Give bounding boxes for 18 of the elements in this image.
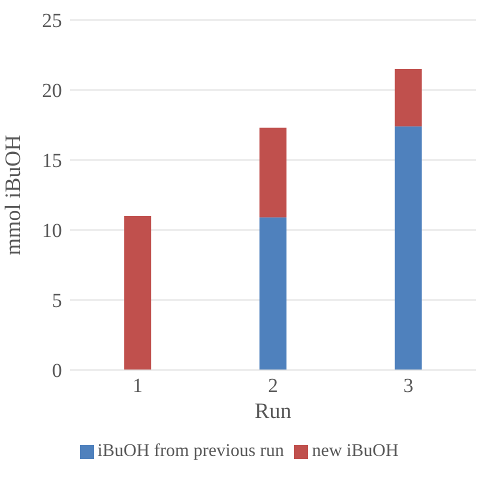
bar	[394, 69, 422, 126]
y-tick-label: 25	[42, 10, 62, 32]
legend-label: iBuOH from previous run	[98, 440, 284, 460]
y-tick-label: 15	[42, 150, 62, 172]
y-tick-label: 20	[42, 80, 62, 102]
x-tick-label: 1	[132, 375, 143, 398]
x-tick-label: 2	[268, 375, 278, 398]
y-axis-title: mmol iBuOH	[0, 134, 25, 256]
bar	[259, 217, 286, 370]
x-tick-label: 3	[403, 375, 414, 398]
bar	[259, 128, 286, 218]
legend-label: new iBuOH	[312, 440, 398, 460]
y-tick-label: 0	[52, 360, 62, 382]
x-axis-title: Run	[254, 398, 292, 423]
y-tick-label: 10	[42, 220, 62, 242]
bar	[124, 216, 152, 370]
y-tick-label: 5	[52, 290, 62, 312]
bar	[394, 126, 422, 370]
